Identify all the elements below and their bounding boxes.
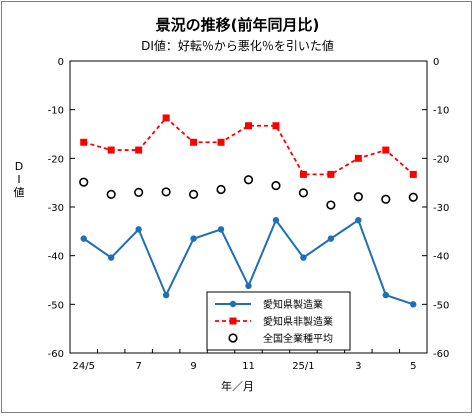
data-point: [80, 138, 88, 146]
y-tick-label-right: -60: [433, 349, 449, 360]
data-point: [354, 154, 362, 162]
y-tick-label-right: 0: [433, 57, 439, 68]
y-tick-label-left: -40: [48, 252, 64, 263]
data-point: [79, 177, 89, 187]
legend-label: 全国全業種平均: [263, 332, 333, 345]
data-point: [327, 235, 335, 242]
data-point: [190, 138, 198, 146]
chart-subtitle: DI値：好転％から悪化％を引いた値: [141, 39, 334, 53]
x-tick-label: 25/1: [292, 361, 314, 372]
y-tick-label-right: -40: [433, 252, 449, 263]
y-tick-label-left: 0: [58, 57, 64, 68]
data-point: [243, 175, 254, 185]
data-point: [161, 187, 171, 197]
data-point: [162, 114, 170, 122]
data-point: [107, 146, 115, 154]
data-point: [217, 226, 225, 233]
data-point: [134, 187, 144, 197]
data-point: [216, 184, 226, 195]
data-point: [272, 122, 280, 130]
data-point: [217, 138, 225, 146]
data-point: [245, 122, 252, 130]
legend-label: 愛知県製造業: [263, 298, 323, 311]
data-point: [381, 194, 391, 204]
data-point: [272, 216, 280, 224]
y-tick-label-left: -30: [48, 203, 64, 214]
legend-label: 愛知県非製造業: [263, 315, 333, 328]
x-tick-label: 9: [190, 361, 196, 372]
y-tick-label-right: -10: [433, 106, 449, 117]
data-point: [190, 235, 197, 242]
y-tick-label-right: -50: [433, 300, 449, 311]
data-point: [107, 254, 115, 261]
x-tick-label: 3: [355, 361, 361, 372]
y-tick-label-left: -60: [48, 349, 64, 360]
chart-title: 景況の推移(前年同月比): [155, 16, 320, 34]
legend-swatch-marker: [228, 333, 238, 343]
y-tick-label-left: -50: [48, 300, 64, 311]
y-tick-label-right: -30: [433, 203, 449, 214]
data-point: [355, 216, 362, 224]
legend-swatch-marker: [229, 317, 237, 325]
data-point: [410, 301, 417, 308]
x-tick-label: 11: [242, 361, 255, 372]
data-point: [326, 200, 336, 210]
legend-swatch-marker: [229, 300, 237, 308]
data-point: [409, 170, 417, 178]
data-point: [327, 170, 335, 178]
data-point: [162, 291, 170, 299]
y-tick-label-right: -20: [433, 154, 449, 165]
x-tick-label: 24/5: [72, 361, 94, 372]
x-axis-label: 年／月: [221, 380, 254, 393]
data-point: [245, 282, 252, 290]
x-tick-label: 7: [135, 361, 141, 372]
y-tick-label-left: -10: [48, 106, 64, 117]
data-point: [106, 189, 116, 199]
data-point: [135, 226, 142, 233]
data-point: [382, 291, 390, 299]
data-point: [382, 146, 390, 154]
data-point: [353, 192, 363, 202]
data-point: [300, 254, 307, 261]
data-point: [135, 146, 143, 154]
data-point: [408, 192, 418, 202]
data-point: [299, 170, 307, 178]
data-point: [80, 235, 87, 242]
x-tick-label: 5: [410, 361, 416, 372]
data-point: [188, 189, 199, 199]
data-point: [271, 180, 281, 191]
y-tick-label-left: -20: [48, 154, 64, 165]
data-point: [298, 188, 309, 198]
